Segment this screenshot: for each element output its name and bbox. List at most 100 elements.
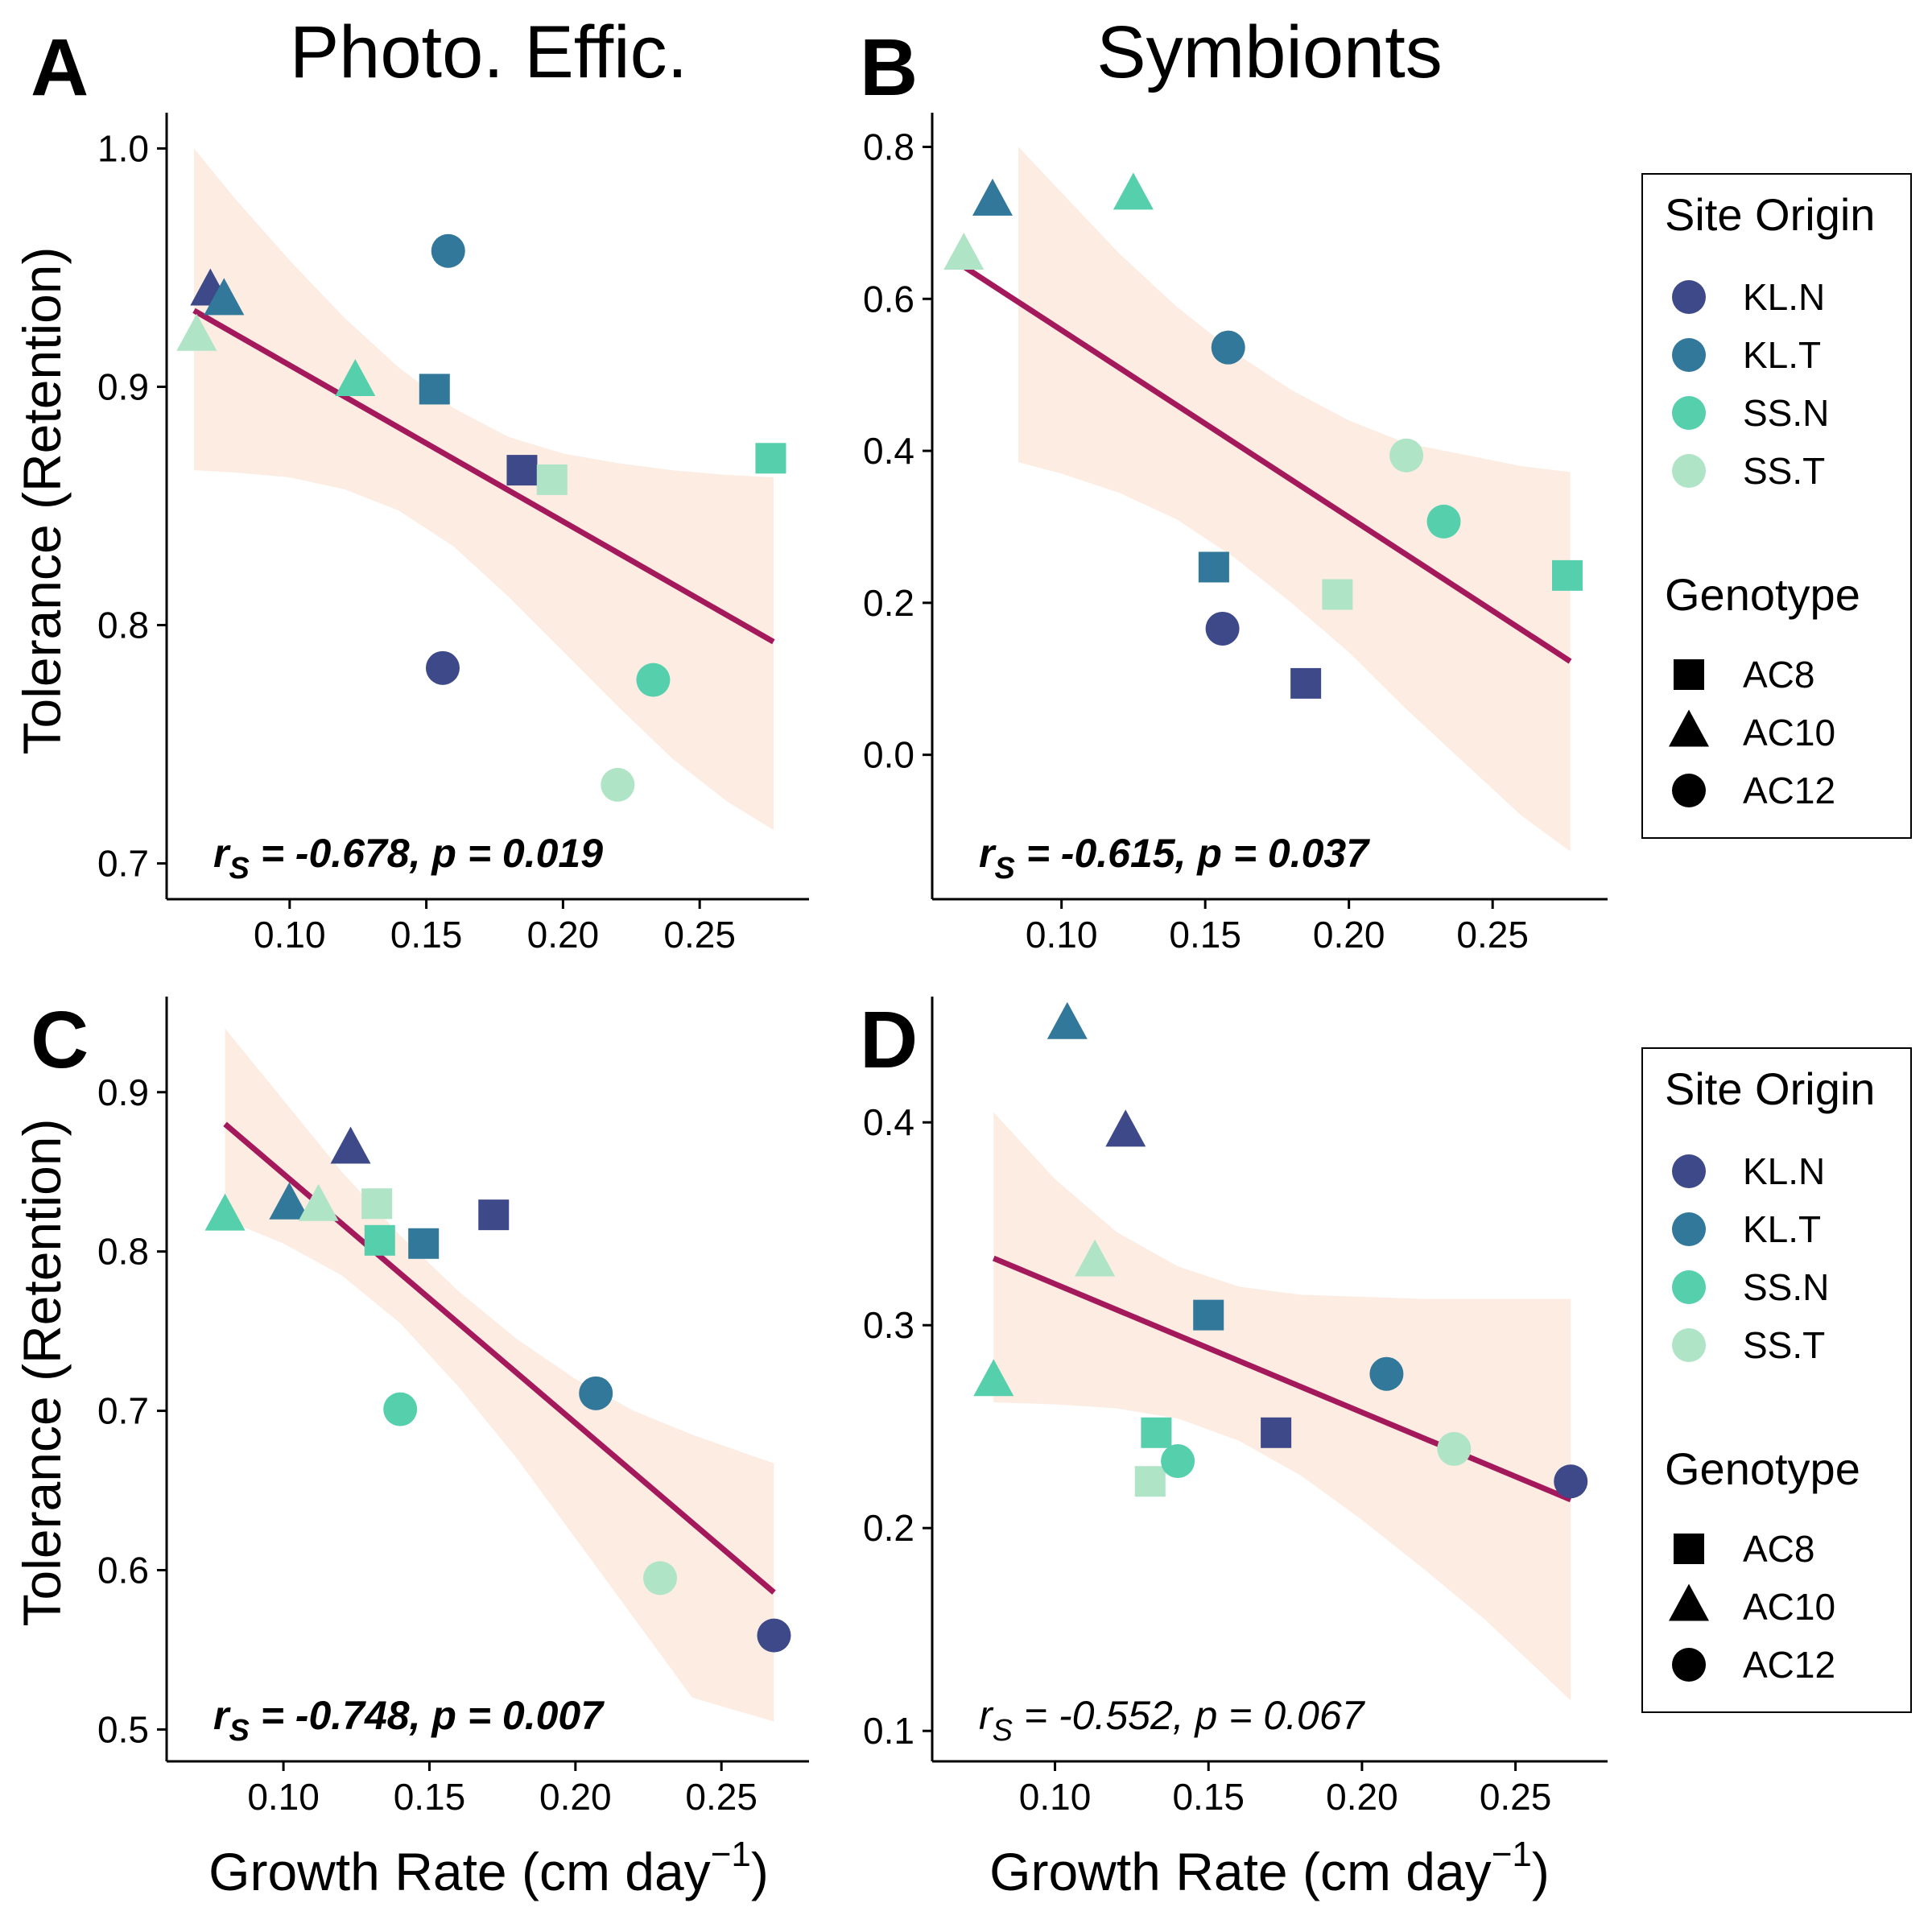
data-point (383, 1392, 418, 1426)
data-point (269, 1182, 310, 1220)
y-tick-label: 0.2 (863, 582, 914, 624)
legend-swatch (1672, 338, 1706, 372)
data-point (431, 233, 465, 268)
correlation-stat: rS = -0.748, p = 0.007 (213, 1693, 605, 1748)
data-point (204, 1193, 246, 1231)
data-point (1369, 1356, 1404, 1391)
data-point (757, 1618, 791, 1653)
x-tick-label: 0.15 (1169, 914, 1241, 956)
x-tick-label: 0.10 (1019, 1776, 1092, 1818)
legend-site-label: KL.T (1743, 1208, 1821, 1250)
data-point (536, 464, 568, 495)
legend-top: Site Origin KL.N KL.T SS.N SS.T Genotype AC8 AC… (1641, 173, 1912, 839)
panel-b: 0.0 0.2 0.4 0.6 0.8 0.10 0.15 0.20 0.25 rS = -0.6… (860, 23, 1608, 956)
confidence-band (225, 1028, 774, 1722)
y-tick-label: 0.6 (863, 278, 914, 320)
stat-r-symbol: r (979, 831, 997, 876)
stat-r-subscript: S (229, 852, 249, 886)
y-tick-label: 0.2 (863, 1507, 914, 1549)
y-tick-label: 0.7 (97, 843, 149, 885)
data-point (1046, 1001, 1088, 1039)
panel-letter: B (860, 23, 918, 113)
y-tick-label: 0.8 (863, 126, 914, 167)
legend-swatch (1672, 1328, 1706, 1362)
y-tick-label: 0.1 (863, 1710, 914, 1752)
x-tick-label: 0.15 (394, 1776, 466, 1818)
data-point (176, 313, 217, 351)
correlation-stat: rS = -0.552, p = 0.067 (979, 1693, 1366, 1748)
regression-line (959, 262, 1572, 664)
legend-genotype-label: AC12 (1743, 770, 1835, 811)
panel-letter: C (31, 995, 89, 1085)
data-point (1198, 551, 1229, 583)
legend-genotype-title: Genotype (1665, 569, 1860, 620)
legend-genotype-title: Genotype (1665, 1443, 1860, 1494)
legend-site-label: SS.N (1743, 1266, 1829, 1308)
confidence-band (1018, 147, 1571, 852)
x-tick-label: 0.20 (1326, 1776, 1398, 1818)
data-point (330, 1126, 371, 1164)
data-point (1161, 1444, 1195, 1479)
y-tick-label: 1.0 (97, 127, 149, 169)
stat-r-symbol: r (213, 1693, 231, 1738)
data-point (1141, 1417, 1172, 1448)
data-point (1193, 1299, 1224, 1331)
y-axis-title-top: Tolerance (Retention) (12, 247, 72, 755)
data-point (298, 1183, 339, 1221)
correlation-stat: rS = -0.615, p = 0.037 (979, 831, 1370, 886)
x-axis-title-text: Growth Rate (cm day (208, 1842, 711, 1901)
data-point (1437, 1431, 1472, 1466)
confidence-band (993, 1112, 1571, 1701)
data-point (1075, 1239, 1116, 1277)
y-tick-label: 0.3 (863, 1304, 914, 1346)
legend-shape-triangle-icon (1669, 709, 1709, 747)
x-tick-label: 0.15 (1172, 1776, 1245, 1818)
data-point (1205, 611, 1240, 646)
y-tick-label: 0.9 (97, 1071, 149, 1113)
y-tick-label: 0.5 (97, 1708, 149, 1750)
confidence-band (193, 148, 774, 831)
data-point (1113, 172, 1154, 210)
x-tick-label: 0.10 (1026, 914, 1098, 956)
x-axis-title-superscript: −1 (1492, 1835, 1532, 1874)
x-tick-label: 0.20 (539, 1776, 612, 1818)
legend-shape-square-icon (1674, 659, 1704, 690)
legend-shape-square-icon (1674, 1534, 1704, 1564)
column-title-photo: Photo. Effic. (290, 11, 687, 93)
legend-shape-circle-icon (1672, 774, 1706, 807)
stat-r-symbol: r (979, 1693, 994, 1738)
data-point (973, 1359, 1014, 1397)
data-point (1211, 330, 1245, 365)
legend-genotype-label: AC10 (1743, 1586, 1835, 1628)
data-point (478, 1199, 510, 1231)
data-point (408, 1228, 440, 1259)
legend-site-label: KL.N (1743, 276, 1825, 318)
x-tick-label: 0.25 (1456, 914, 1529, 956)
column-title-symbionts: Symbionts (1096, 11, 1443, 93)
x-tick-label: 0.15 (390, 914, 463, 956)
legend-shape-circle-icon (1672, 1648, 1706, 1682)
x-axis-title-close: ) (1532, 1842, 1550, 1901)
stat-values: = -0.748, p = 0.007 (250, 1693, 605, 1738)
svg-text:Growth Rate (cm day−1): Growth Rate (cm day−1) (989, 1835, 1550, 1901)
stat-values: = -0.615, p = 0.037 (1015, 831, 1370, 876)
data-point (943, 232, 985, 270)
legend-site-label: KL.T (1743, 334, 1821, 376)
panel-letter: D (860, 995, 918, 1085)
x-tick-label: 0.25 (1480, 1776, 1552, 1818)
y-axis-title-bottom: Tolerance (Retention) (12, 1119, 72, 1627)
data-point (204, 278, 245, 316)
regression-line (992, 1255, 1572, 1503)
x-axis-title-left: Growth Rate (cm day−1) (208, 1835, 769, 1901)
legend-site-label: KL.N (1743, 1150, 1825, 1192)
stat-values: = -0.552, p = 0.067 (1013, 1693, 1366, 1738)
data-point (1105, 1109, 1146, 1147)
legend-bottom: Site Origin KL.N KL.T SS.N SS.T Genotype AC8 AC… (1641, 1047, 1912, 1713)
legend-genotype-label: AC12 (1743, 1644, 1835, 1686)
regression-line (192, 308, 775, 645)
x-tick-label: 0.20 (1313, 914, 1385, 956)
regression-line (223, 1121, 776, 1595)
panel-d: 0.1 0.2 0.3 0.4 0.10 0.15 0.20 0.25 rS = -0.552,… (860, 995, 1608, 1818)
data-point (1261, 1417, 1292, 1448)
